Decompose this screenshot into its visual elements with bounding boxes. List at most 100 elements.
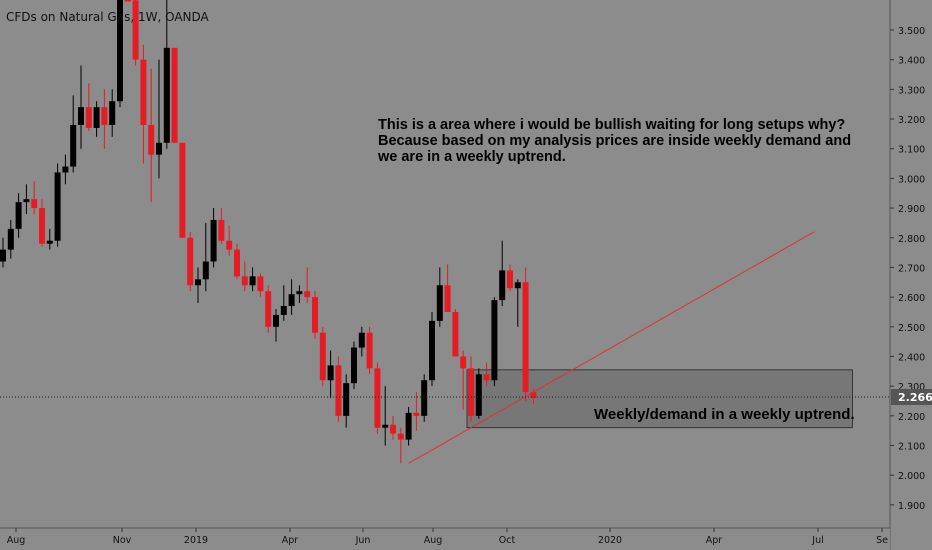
- y-tick-label: 2.100: [898, 442, 925, 453]
- candle-body: [70, 124, 77, 167]
- candle-body: [7, 228, 14, 250]
- candle-body: [452, 311, 459, 357]
- y-tick-label: 3.000: [898, 174, 925, 185]
- candle-body: [218, 219, 225, 241]
- x-tick-label: Jul: [811, 535, 823, 546]
- annotation-text: This is a area where i would be bullish …: [378, 117, 852, 165]
- candle-body: [23, 199, 30, 203]
- candle-body: [140, 59, 147, 125]
- candle-body: [405, 412, 412, 440]
- candle-body: [187, 237, 194, 286]
- x-tick-label: Aug: [424, 535, 443, 546]
- x-tick-label: 2020: [598, 535, 622, 546]
- trendline: [408, 231, 815, 464]
- candle-body: [522, 282, 529, 393]
- candle-body: [273, 314, 279, 327]
- x-tick-label: 2019: [184, 535, 208, 546]
- candle-body: [257, 276, 264, 292]
- candle-body: [195, 279, 201, 286]
- candle-body: [210, 219, 217, 262]
- trendline-line: [408, 231, 815, 464]
- y-tick-label: 2.500: [898, 323, 925, 334]
- candle-body: [390, 424, 396, 434]
- demand-zone-rect: [466, 369, 853, 429]
- candle-body: [460, 356, 467, 369]
- candle-body: [507, 270, 513, 289]
- x-ticks: Aug Nov 2019 Apr Jun Aug Oct 2020 Apr Jul Se: [7, 528, 888, 546]
- y-tick-label: 2.900: [898, 204, 925, 215]
- candle-body: [413, 412, 420, 416]
- demand-zone: [466, 369, 853, 429]
- candle-body: [15, 202, 22, 229]
- x-tick-label: Oct: [499, 535, 516, 546]
- y-ticks: 1.900 2.000 2.100 2.200 2.300 2.400 2.500 2.600…: [890, 26, 925, 512]
- candle-body: [382, 424, 389, 428]
- candle-body: [312, 297, 318, 333]
- y-tick-label: 3.100: [898, 145, 925, 156]
- candle-body: [93, 107, 100, 128]
- y-tick-label: 2.700: [898, 263, 925, 274]
- candle-body: [249, 276, 256, 286]
- candle-body: [358, 332, 365, 348]
- candle-body: [468, 368, 474, 416]
- zone-label: Weekly/demand in a weekly uptrend.: [594, 406, 855, 423]
- candle-body: [280, 306, 287, 315]
- candle-body: [226, 240, 233, 250]
- candle-body: [54, 172, 61, 241]
- candle-body: [171, 47, 178, 143]
- y-tick-label: 3.200: [898, 115, 925, 126]
- candle-body: [327, 365, 334, 381]
- candle-body: [0, 249, 6, 262]
- candle-body: [117, 0, 123, 102]
- y-tick-label: 2.800: [898, 234, 925, 245]
- candle-body: [78, 107, 84, 125]
- candle-body: [366, 332, 373, 369]
- time-axis[interactable]: [0, 528, 890, 550]
- candle-body: [397, 433, 404, 440]
- candle-body: [156, 142, 162, 155]
- candle-body: [436, 285, 443, 321]
- candle-body: [234, 249, 240, 277]
- candle-body: [374, 368, 381, 428]
- candle-body: [132, 0, 139, 60]
- candle-body: [202, 261, 209, 280]
- candle-body: [319, 332, 326, 381]
- y-tick-label: 2.000: [898, 471, 925, 482]
- candle-body: [124, 0, 131, 2]
- price-axis[interactable]: [890, 0, 932, 550]
- current-price-label: 2.266: [898, 391, 932, 404]
- y-tick-label: 3.300: [898, 85, 925, 96]
- candle-body: [429, 320, 435, 381]
- candle-body: [241, 276, 248, 286]
- y-tick-label: 2.300: [898, 382, 925, 393]
- candle-body: [335, 365, 342, 416]
- candle-body: [444, 285, 451, 312]
- candle-body: [304, 291, 311, 298]
- candle-body: [483, 374, 490, 381]
- candle-body: [288, 294, 295, 307]
- candle-body: [46, 240, 53, 244]
- candle-body: [351, 347, 357, 384]
- x-tick-label: Jun: [355, 535, 371, 546]
- candles: [0, 0, 537, 464]
- candle-body: [39, 208, 45, 244]
- chart-title: CFDs on Natural Gas, 1W, OANDA: [6, 10, 209, 24]
- candle-body: [296, 291, 303, 295]
- x-tick-label: Apr: [282, 535, 299, 546]
- x-tick-label: Se: [876, 535, 888, 546]
- y-tick-label: 2.600: [898, 293, 925, 304]
- candle-body: [179, 142, 186, 238]
- x-tick-label: Apr: [706, 535, 723, 546]
- candle-body: [101, 107, 108, 125]
- candle-body: [31, 199, 38, 209]
- candle-body: [530, 392, 537, 399]
- candle-body: [421, 380, 428, 416]
- candle-body: [148, 124, 155, 155]
- y-tick-label: 2.400: [898, 352, 925, 363]
- y-tick-label: 2.200: [898, 412, 925, 423]
- candle-body: [499, 270, 506, 301]
- x-tick-label: Nov: [113, 535, 132, 546]
- candle-body: [109, 101, 116, 125]
- candle-body: [62, 166, 69, 173]
